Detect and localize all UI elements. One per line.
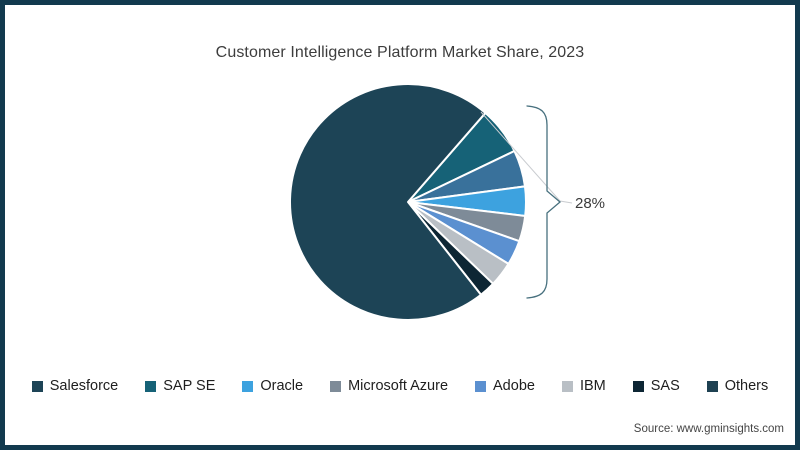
legend-label-ibm: IBM bbox=[579, 378, 606, 394]
chart-title: Customer Intelligence Platform Market Sh… bbox=[215, 44, 585, 61]
legend-item-sap-se: SAP SE bbox=[145, 378, 215, 394]
chart-legend: Salesforce SAP SE Oracle Microsoft Azure Ado… bbox=[0, 378, 800, 394]
legend-label-others: Others bbox=[724, 378, 769, 394]
legend-swatch-microsoft-azure bbox=[330, 380, 342, 392]
source-attribution: Source: www.gminsights.com bbox=[633, 423, 784, 435]
pie-slices-group bbox=[289, 83, 527, 321]
legend-label-salesforce: Salesforce bbox=[49, 378, 119, 394]
legend-item-microsoft-azure: Microsoft Azure bbox=[330, 378, 448, 394]
legend-swatch-salesforce bbox=[31, 380, 43, 392]
callout-leader-line bbox=[480, 111, 573, 204]
legend-swatch-sas bbox=[632, 380, 644, 392]
legend-item-others: Others bbox=[706, 378, 769, 394]
legend-item-sas: SAS bbox=[632, 378, 680, 394]
legend-swatch-others bbox=[706, 380, 718, 392]
legend-swatch-oracle bbox=[242, 380, 254, 392]
pie-slice-salesforce bbox=[289, 83, 487, 321]
legend-swatch-ibm bbox=[561, 380, 573, 392]
grouping-bracket bbox=[526, 105, 562, 299]
legend-item-adobe: Adobe bbox=[475, 378, 535, 394]
legend-label-microsoft-azure: Microsoft Azure bbox=[348, 378, 449, 394]
legend-label-sap-se: SAP SE bbox=[163, 378, 216, 394]
legend-item-oracle: Oracle bbox=[242, 378, 303, 394]
legend-swatch-adobe bbox=[475, 380, 487, 392]
legend-label-sas: SAS bbox=[650, 378, 680, 394]
group-share-annotation: 28% bbox=[575, 195, 605, 212]
legend-item-ibm: IBM bbox=[561, 378, 606, 394]
legend-label-oracle: Oracle bbox=[260, 378, 304, 394]
legend-item-salesforce: Salesforce bbox=[31, 378, 119, 394]
legend-label-adobe: Adobe bbox=[493, 378, 535, 394]
legend-swatch-sap-se bbox=[145, 380, 157, 392]
